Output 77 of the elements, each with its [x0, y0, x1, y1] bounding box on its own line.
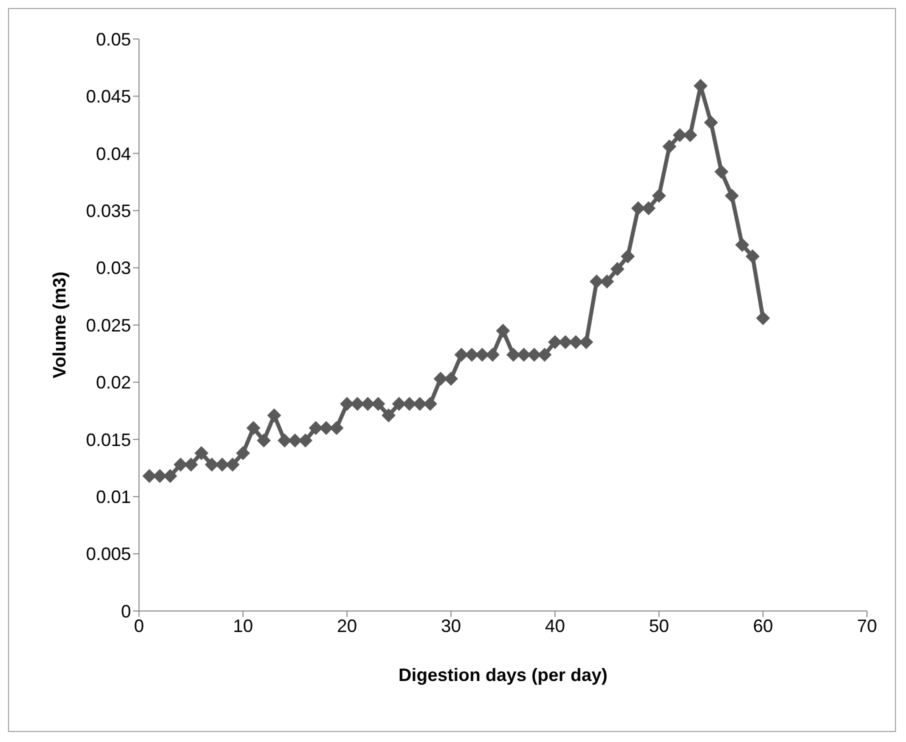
point: [444, 372, 458, 386]
point: [340, 396, 354, 411]
point: [174, 458, 188, 472]
point: [704, 116, 718, 130]
point: [672, 128, 687, 142]
point: [486, 348, 500, 362]
point: [308, 420, 323, 435]
point: [412, 396, 427, 411]
x-tick-label: 30: [440, 616, 462, 636]
point: [548, 335, 562, 350]
x-tick-label: 70: [856, 616, 878, 636]
point: [683, 128, 698, 142]
y-axis-title: Volume (m3): [49, 272, 70, 378]
point: [662, 140, 676, 154]
point: [464, 348, 479, 362]
x-tick-label: 0: [134, 616, 144, 636]
point: [568, 335, 583, 350]
x-tick-label: 20: [336, 616, 358, 636]
x-axis-title: Digestion days (per day): [398, 665, 608, 685]
y-tick-label: 0.025: [86, 315, 131, 336]
point: [631, 201, 646, 216]
point: [194, 446, 208, 460]
point: [579, 335, 594, 350]
point: [735, 238, 750, 252]
point: [724, 188, 739, 203]
point: [475, 348, 490, 362]
point: [319, 420, 334, 435]
point: [402, 396, 416, 411]
x-tick-label: 10: [232, 616, 254, 636]
y-tick-label: 0.02: [96, 372, 131, 393]
point: [610, 262, 624, 276]
point: [527, 348, 542, 362]
y-tick-label: 0.01: [96, 486, 131, 507]
y-tick-label: 0.03: [96, 258, 131, 278]
point: [746, 249, 760, 264]
y-tick-label: 0.05: [96, 29, 131, 50]
point: [558, 335, 572, 350]
point: [267, 408, 282, 422]
point: [714, 164, 728, 179]
point: [350, 396, 364, 411]
point: [360, 396, 375, 411]
point: [288, 434, 302, 448]
point: [330, 420, 344, 435]
point: [204, 458, 219, 472]
point: [382, 408, 396, 422]
y-tick-label: 0.015: [86, 430, 131, 450]
point: [392, 396, 406, 411]
point: [256, 434, 271, 448]
y-tick-label: 0.04: [96, 144, 131, 164]
point: [226, 458, 240, 472]
y-tick-label: 0.035: [86, 200, 131, 221]
point: [620, 249, 635, 264]
point: [516, 348, 531, 362]
point: [454, 348, 468, 362]
point: [756, 311, 770, 326]
point: [434, 372, 448, 386]
point: [423, 396, 438, 411]
point: [371, 396, 386, 411]
x-tick-label: 40: [544, 616, 566, 636]
point: [642, 201, 656, 216]
point: [163, 469, 178, 484]
y-tick-label: 0.045: [86, 86, 131, 107]
point: [600, 274, 614, 289]
point: [152, 469, 167, 484]
point: [506, 348, 520, 362]
point: [496, 324, 510, 338]
y-tick-label: 0: [120, 601, 131, 622]
point: [215, 458, 230, 472]
y-tick-label: 0.005: [86, 544, 131, 564]
point: [142, 469, 156, 484]
x-tick-label: 50: [648, 616, 670, 636]
point: [184, 458, 198, 472]
x-tick-label: 60: [752, 616, 774, 636]
point: [538, 348, 552, 362]
point: [652, 188, 666, 203]
point: [236, 446, 250, 460]
point: [246, 420, 260, 435]
